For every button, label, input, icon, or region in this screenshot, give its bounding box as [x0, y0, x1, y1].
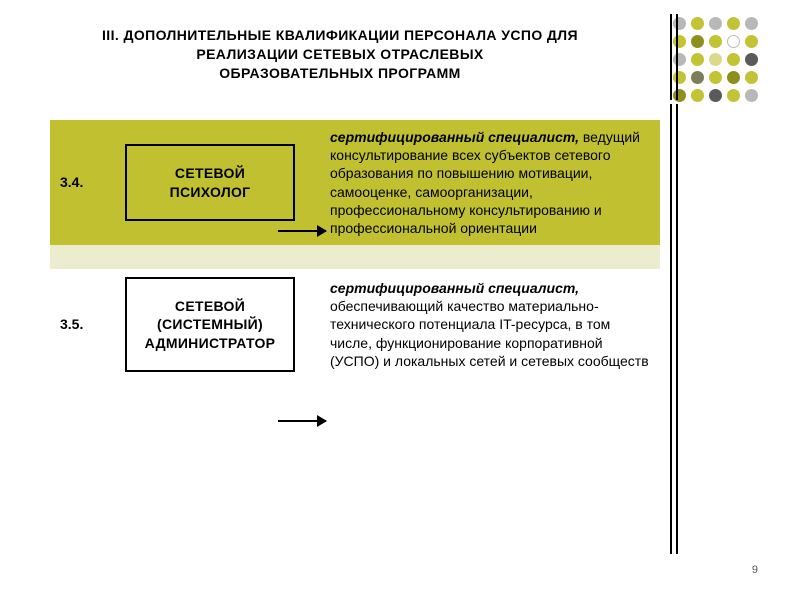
dot-icon	[673, 53, 686, 66]
vertical-rule	[670, 104, 672, 554]
dot-icon	[745, 53, 758, 66]
qualifications-table: 3.4. СЕТЕВОЙ ПСИХОЛОГ сертифицированный …	[50, 120, 660, 380]
role-line: (СИСТЕМНЫЙ)	[157, 316, 263, 332]
dot-icon	[709, 53, 722, 66]
role-cell: СЕТЕВОЙ (СИСТЕМНЫЙ) АДМИНИСТРАТОР	[100, 269, 320, 380]
title-line-2: РЕАЛИЗАЦИИ СЕТЕВЫХ ОТРАСЛЕВЫХ	[196, 46, 483, 62]
dot-icon	[691, 17, 704, 30]
arrow-icon	[278, 420, 326, 422]
dot-icon	[745, 89, 758, 102]
description-cell: сертифицированный специалист, ведущий ко…	[320, 120, 660, 245]
dot-icon	[691, 35, 704, 48]
title-line-1: III. ДОПОЛНИТЕЛЬНЫЕ КВАЛИФИКАЦИИ ПЕРСОНА…	[102, 27, 578, 43]
desc-rest: ведущий консультирование всех субъектов …	[330, 129, 640, 236]
role-box: СЕТЕВОЙ (СИСТЕМНЫЙ) АДМИНИСТРАТОР	[125, 277, 295, 372]
dot-icon	[709, 35, 722, 48]
vertical-rule	[676, 104, 678, 554]
dot-icon	[727, 53, 740, 66]
dot-icon	[727, 71, 740, 84]
description-cell: сертифицированный специалист, обеспечива…	[320, 269, 660, 380]
page-title: III. ДОПОЛНИТЕЛЬНЫЕ КВАЛИФИКАЦИИ ПЕРСОНА…	[80, 26, 600, 83]
role-line: АДМИНИСТРАТОР	[145, 335, 276, 351]
dot-icon	[709, 17, 722, 30]
vertical-rule	[676, 14, 678, 100]
dot-icon	[673, 89, 686, 102]
dot-icon	[745, 17, 758, 30]
dot-icon	[727, 89, 740, 102]
row-number: 3.4.	[50, 120, 100, 245]
row-number: 3.5.	[50, 269, 100, 380]
dot-icon	[691, 71, 704, 84]
dot-grid-icon	[670, 14, 760, 104]
role-line: СЕТЕВОЙ	[175, 298, 245, 314]
dot-icon	[673, 35, 686, 48]
arrow-icon	[278, 230, 326, 232]
dot-icon	[673, 17, 686, 30]
dot-icon	[691, 89, 704, 102]
dot-icon	[745, 35, 758, 48]
table-spacer	[50, 245, 660, 269]
dot-icon	[727, 17, 740, 30]
table-row: 3.4. СЕТЕВОЙ ПСИХОЛОГ сертифицированный …	[50, 120, 660, 245]
dot-icon	[745, 71, 758, 84]
table-row: 3.5. СЕТЕВОЙ (СИСТЕМНЫЙ) АДМИНИСТРАТОР с…	[50, 269, 660, 380]
vertical-rule	[670, 14, 672, 100]
desc-lead: сертифицированный специалист,	[330, 129, 579, 145]
dot-icon	[673, 71, 686, 84]
slide: III. ДОПОЛНИТЕЛЬНЫЕ КВАЛИФИКАЦИИ ПЕРСОНА…	[0, 0, 800, 600]
dot-icon	[709, 71, 722, 84]
role-cell: СЕТЕВОЙ ПСИХОЛОГ	[100, 120, 320, 245]
dot-icon	[691, 53, 704, 66]
page-number: 9	[752, 564, 758, 576]
role-box: СЕТЕВОЙ ПСИХОЛОГ	[125, 144, 295, 220]
dot-icon	[709, 89, 722, 102]
dot-icon	[727, 35, 740, 48]
role-line: СЕТЕВОЙ	[175, 165, 245, 181]
title-line-3: ОБРАЗОВАТЕЛЬНЫХ ПРОГРАММ	[219, 65, 460, 81]
desc-lead: сертифицированный специалист,	[330, 280, 579, 296]
role-line: ПСИХОЛОГ	[170, 184, 251, 200]
desc-rest: обеспечивающий качество материально-техн…	[330, 298, 649, 369]
